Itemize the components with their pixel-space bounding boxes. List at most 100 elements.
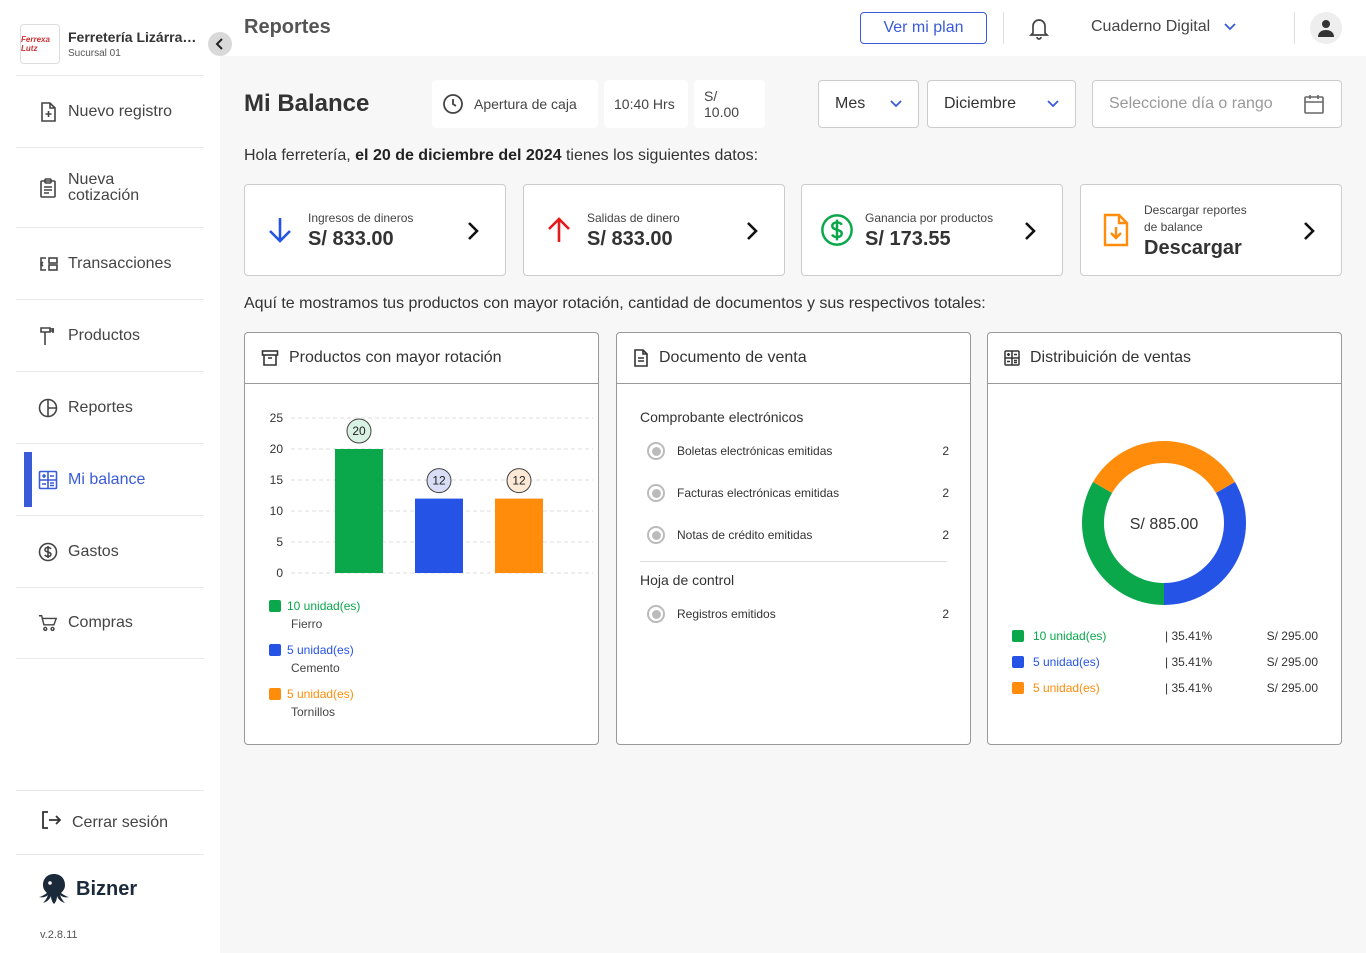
y-tick-label: 0 <box>276 566 283 580</box>
y-tick-label: 15 <box>270 473 284 487</box>
greeting-pre: Hola ferretería, <box>244 147 356 164</box>
donut-slice <box>1082 482 1164 605</box>
opening-amount: S/ 10.00 <box>704 88 740 120</box>
sidebar-item-mi-balance[interactable]: Mi balance <box>16 443 204 515</box>
download-card[interactable]: Descargar reportes de balance Descargar <box>1080 184 1342 276</box>
legend-item-tornillos: 5 unidad(es) Tornillos <box>269 687 354 719</box>
doc-row-count: 2 <box>942 486 949 500</box>
hammer-icon <box>38 326 58 346</box>
chevron-right-icon <box>746 221 758 246</box>
sidebar-item-productos[interactable]: Productos <box>16 299 204 371</box>
bar-value-label: 12 <box>432 474 446 488</box>
sidebar-item-label: Reportes <box>68 398 133 416</box>
dollar-circle-icon <box>820 213 854 247</box>
legend-units: 10 unidad(es) <box>287 599 361 613</box>
doc-row-label: Registros emitidos <box>677 607 776 621</box>
income-value: S/ 833.00 <box>308 228 394 250</box>
calculator-icon <box>1004 350 1020 366</box>
legend-units: 5 unidad(es) <box>287 643 354 657</box>
download-value: Descargar <box>1144 237 1242 259</box>
donut-slice <box>1164 482 1246 605</box>
rotation-panel-title: Productos con mayor rotación <box>289 349 502 366</box>
documents-panel: Documento de venta Comprobante electróni… <box>616 332 971 745</box>
distribution-row-label: 10 unidad(es) <box>1033 629 1107 643</box>
notifications-button[interactable] <box>1028 16 1050 45</box>
chevron-right-icon <box>1024 221 1036 246</box>
donut-slice <box>1092 441 1236 493</box>
view-plan-button[interactable]: Ver mi plan <box>860 12 987 44</box>
legend-item-cemento: 5 unidad(es) Cemento <box>269 643 354 675</box>
document-icon <box>634 349 648 367</box>
divider <box>640 561 947 562</box>
profit-value: S/ 173.55 <box>865 228 951 250</box>
period-select[interactable]: Mes <box>818 80 919 128</box>
dollar-circle-icon <box>38 542 58 562</box>
distribution-row-pct: | 35.41% <box>1165 629 1213 643</box>
doc-row-count: 2 <box>942 528 949 542</box>
chevron-down-icon <box>890 100 902 108</box>
opening-time-chip: 10:40 Hrs <box>604 80 688 128</box>
rotation-panel-header: Productos con mayor rotación <box>245 333 598 384</box>
date-range-input[interactable]: Seleccione día o rango <box>1092 80 1342 128</box>
expense-label: Salidas de dinero <box>587 211 680 225</box>
month-select[interactable]: Diciembre <box>927 80 1076 128</box>
bar-tornillos <box>495 498 543 573</box>
sidebar-item-reportes[interactable]: Reportes <box>16 371 204 443</box>
sidebar-item-nuevo-registro[interactable]: Nuevo registro <box>16 75 204 147</box>
sidebar-item-transacciones[interactable]: Transacciones <box>16 227 204 299</box>
opening-time: 10:40 Hrs <box>614 96 675 112</box>
chevron-left-icon <box>215 38 223 50</box>
profit-card[interactable]: Ganancia por productos S/ 173.55 <box>801 184 1063 276</box>
bar-value-badge <box>506 468 532 494</box>
y-tick-label: 25 <box>270 411 284 425</box>
logout-icon <box>40 810 62 835</box>
sidebar-nav: Nuevo registro Nueva cotización Transacc… <box>16 75 204 659</box>
brand-logo: Ferrexa Lutz <box>20 24 60 64</box>
divider <box>1003 12 1004 44</box>
date-range-placeholder: Seleccione día o rango <box>1109 95 1273 112</box>
opening-label: Apertura de caja <box>474 96 577 112</box>
sidebar-item-gastos[interactable]: Gastos <box>16 515 204 587</box>
documents-panel-title: Documento de venta <box>659 349 807 366</box>
section-subtitle: Aquí te mostramos tus productos con mayo… <box>244 295 986 312</box>
y-tick-label: 5 <box>276 535 283 549</box>
expense-card[interactable]: Salidas de dinero S/ 833.00 <box>523 184 785 276</box>
radio-indicator <box>647 484 665 502</box>
income-card[interactable]: Ingresos de dineros S/ 833.00 <box>244 184 506 276</box>
distribution-row: 5 unidad(es) | 35.41% S/ 295.00 <box>1012 681 1318 697</box>
arrow-down-icon <box>263 213 297 247</box>
bar-value-badge <box>346 418 372 444</box>
greeting-date: el 20 de diciembre del 2024 <box>355 147 562 164</box>
calendar-icon <box>1304 95 1324 114</box>
brand-branch: Sucursal 01 <box>68 48 121 59</box>
user-avatar[interactable] <box>1310 12 1342 44</box>
documents-panel-header: Documento de venta <box>617 333 970 384</box>
rotation-bar-chart: 0 5 10 15 20 25 20 12 12 <box>270 411 593 580</box>
sidebar-item-label: Mi balance <box>68 470 146 488</box>
logout-button[interactable]: Cerrar sesión <box>16 790 204 855</box>
clipboard-icon <box>38 177 58 198</box>
profit-label: Ganancia por productos <box>865 211 994 225</box>
sidebar-item-nueva-cotizacion[interactable]: Nueva cotización <box>16 147 204 227</box>
brand[interactable]: Ferrexa Lutz Ferretería Lizárraga Sucurs… <box>20 24 198 64</box>
chevron-down-icon <box>1224 23 1236 31</box>
arrow-up-icon <box>542 213 576 247</box>
documents-section-electronic: Comprobante electrónicos <box>640 409 804 425</box>
legend-swatch <box>1012 630 1024 642</box>
radio-indicator <box>647 526 665 544</box>
bell-icon <box>1028 19 1050 40</box>
logout-label: Cerrar sesión <box>72 813 169 831</box>
notebook-dropdown[interactable]: Cuaderno Digital <box>1091 18 1236 36</box>
sales-donut-chart: S/ 885.00 <box>1082 441 1246 605</box>
rotation-panel: Productos con mayor rotación 0 5 10 15 20 25 2… <box>244 332 599 745</box>
distribution-panel-header: Distribuición de ventas <box>988 333 1341 384</box>
income-label: Ingresos de dineros <box>308 211 414 225</box>
balance-title: Mi Balance <box>244 90 370 117</box>
notebook-label: Cuaderno Digital <box>1091 18 1211 35</box>
sidebar-item-compras[interactable]: Compras <box>16 587 204 659</box>
legend-name: Fierro <box>291 617 323 631</box>
collapse-sidebar-button[interactable] <box>208 32 232 56</box>
y-tick-label: 10 <box>270 504 284 518</box>
donut-center-label: S/ 885.00 <box>1130 516 1199 533</box>
opening-chip: Apertura de caja <box>432 80 598 128</box>
